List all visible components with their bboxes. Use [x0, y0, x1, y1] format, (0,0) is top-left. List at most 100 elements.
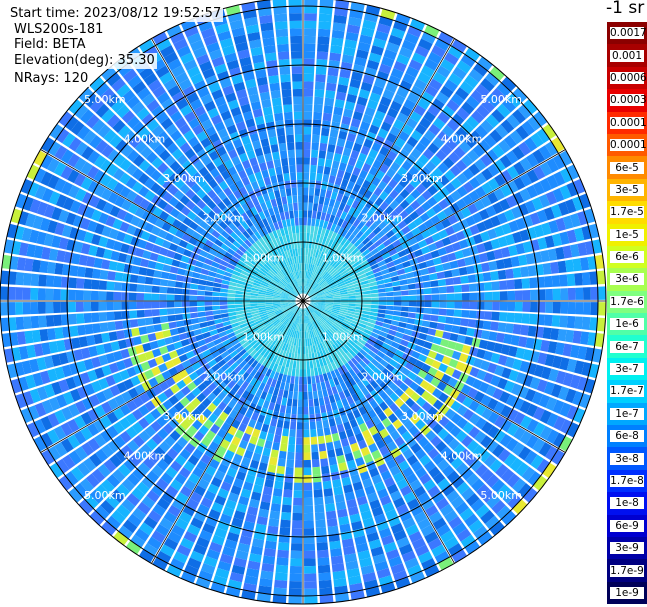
range-ring-label: 4.00km: [441, 450, 483, 463]
range-gate: [231, 274, 240, 280]
range-gate: [222, 376, 232, 386]
range-gate: [371, 297, 379, 301]
range-gate: [303, 149, 311, 158]
range-gate: [226, 358, 236, 367]
range-gate: [151, 285, 160, 293]
range-gate: [312, 474, 322, 483]
range-gate: [524, 450, 538, 465]
range-gate: [237, 196, 246, 206]
range-gate: [113, 311, 123, 321]
range-gate: [237, 259, 246, 267]
range-gate: [316, 172, 323, 182]
range-gate: [132, 507, 147, 521]
range-gate: [297, 187, 303, 196]
range-gate: [249, 157, 258, 167]
range-gate: [297, 179, 303, 188]
range-gate: [231, 517, 244, 528]
range-gate: [234, 162, 244, 173]
range-gate: [109, 205, 121, 218]
range-gate: [300, 346, 303, 355]
range-gate: [337, 314, 346, 320]
range-gate: [171, 236, 182, 246]
range-gate: [264, 52, 277, 62]
range-gate: [288, 282, 295, 290]
range-gate: [358, 322, 367, 329]
range-gate: [297, 315, 300, 324]
range-gate: [238, 152, 249, 163]
range-gate: [165, 377, 176, 388]
range-gate: [324, 229, 330, 238]
range-gate: [424, 564, 440, 578]
range-gate: [360, 564, 375, 575]
range-gate: [68, 403, 80, 418]
range-gate: [286, 284, 293, 291]
range-gate: [254, 147, 264, 157]
range-gate: [137, 275, 146, 284]
range-gate: [107, 191, 119, 204]
range-gate: [225, 267, 234, 274]
range-gate: [515, 372, 527, 385]
range-gate: [163, 203, 174, 214]
range-gate: [156, 38, 172, 52]
range-gate: [553, 171, 566, 186]
range-gate: [208, 458, 220, 470]
range-gate: [492, 202, 504, 214]
range-gate: [192, 142, 204, 154]
range-gate: [506, 165, 519, 179]
range-gate: [445, 138, 458, 151]
range-gate: [215, 23, 230, 35]
range-gate: [217, 520, 230, 532]
range-gate: [211, 89, 224, 100]
range-gate: [217, 346, 227, 355]
range-gate: [296, 307, 300, 315]
colorbar-tick-label: 0.001: [610, 49, 644, 62]
range-gate: [332, 291, 341, 295]
range-gate: [387, 372, 397, 382]
range-gate: [330, 425, 338, 435]
range-gate: [293, 322, 298, 331]
colorbar-tick-label: 0.0003: [610, 94, 647, 107]
range-gate: [236, 215, 245, 225]
range-gate: [439, 301, 447, 308]
range-gate: [334, 233, 341, 242]
range-gate: [323, 322, 330, 330]
range-gate: [565, 329, 575, 343]
range-gate: [486, 93, 501, 108]
range-gate: [299, 308, 302, 316]
range-gate: [430, 435, 442, 447]
range-gate: [131, 487, 145, 501]
range-gate: [324, 308, 332, 312]
range-gate: [369, 399, 379, 409]
range-gate: [347, 292, 356, 297]
range-gate: [441, 484, 455, 497]
range-gate: [285, 275, 291, 283]
range-gate: [33, 436, 47, 452]
range-gate: [303, 323, 305, 332]
range-gate: [290, 291, 298, 297]
range-gate: [154, 373, 165, 384]
range-gate: [285, 319, 291, 327]
range-gate: [519, 188, 531, 202]
range-gate: [321, 283, 329, 289]
range-gate: [279, 443, 288, 452]
range-gate: [557, 328, 567, 342]
range-gate: [269, 82, 280, 92]
range-gate: [279, 381, 286, 390]
range-gate: [303, 467, 312, 476]
range-gate: [98, 280, 108, 290]
range-gate: [497, 354, 508, 366]
range-gate: [377, 103, 389, 114]
range-gate: [204, 100, 216, 112]
range-gate: [119, 172, 131, 185]
range-gate: [232, 374, 241, 384]
range-gate: [565, 388, 577, 404]
range-gate: [544, 314, 553, 327]
range-gate: [308, 290, 315, 297]
range-gate: [265, 295, 274, 298]
range-gate: [176, 45, 192, 58]
range-gate: [274, 309, 283, 314]
range-gate: [317, 294, 325, 298]
range-gate: [121, 89, 136, 104]
range-gate: [358, 256, 367, 264]
